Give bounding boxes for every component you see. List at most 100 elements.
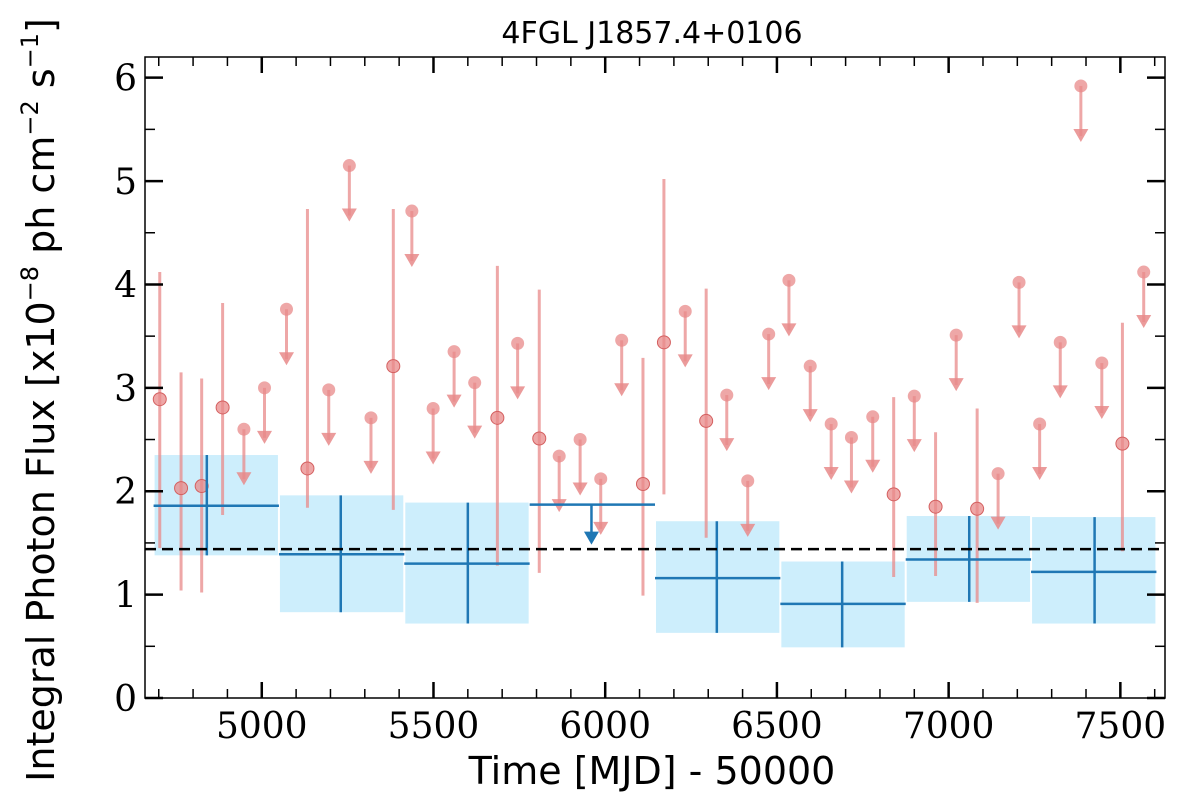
- short-bin-ul-point: [1137, 265, 1151, 279]
- y-axis-label-exp3: −1: [16, 33, 44, 68]
- short-bin-point: [532, 431, 547, 446]
- short-bin-ul-point: [364, 411, 378, 425]
- short-bin-ul-arrow: [1073, 128, 1089, 142]
- short-bin-ul-point: [511, 336, 525, 350]
- x-tick-label: 6500: [731, 706, 823, 747]
- long-bin-bands: [154, 455, 1156, 648]
- short-bin-ul-point: [803, 359, 817, 373]
- y-axis-label-end: s: [19, 68, 63, 100]
- short-bin-ul-point: [907, 389, 921, 403]
- y-tick-label: 1: [114, 576, 137, 617]
- short-bin-ul-arrow: [614, 383, 630, 397]
- short-bin-ul-arrow: [425, 451, 441, 465]
- long-bin-series: [153, 455, 1157, 648]
- x-tick-label: 5000: [216, 706, 308, 747]
- short-bin-ul-arrow: [510, 386, 526, 400]
- x-tick-labels: 5000 5500 6000 6500 7000 7500: [216, 706, 1166, 747]
- short-bin-ul-point: [1033, 417, 1047, 431]
- axis-ticks: [145, 57, 1165, 700]
- y-axis-label-main: Integral Photon Flux [x10: [19, 301, 63, 782]
- short-bin-ul-point: [426, 402, 440, 416]
- short-bin-ul-point: [279, 302, 293, 316]
- short-bin-ul-point: [447, 345, 461, 359]
- short-bin-ul-arrow: [467, 425, 483, 439]
- short-bin-ul-point: [1012, 275, 1026, 289]
- short-bin-point: [886, 487, 901, 502]
- short-bin-point: [699, 413, 714, 428]
- short-bin-ul-point: [573, 433, 587, 447]
- y-tick-label: 5: [114, 162, 137, 203]
- short-bin-point: [928, 499, 943, 514]
- short-bin-ul-point: [405, 204, 419, 218]
- short-bin-ul-point: [258, 381, 272, 395]
- short-bin-point: [215, 400, 230, 415]
- short-bin-ul-point: [720, 388, 734, 402]
- short-bin-ul-point: [552, 449, 566, 463]
- short-bin-ul-arrow: [990, 516, 1006, 530]
- y-axis-label-mid: ph cm: [19, 136, 63, 266]
- plot-frame: [144, 56, 1166, 699]
- short-bin-ul-point: [762, 327, 776, 341]
- x-tick-label: 5500: [388, 706, 480, 747]
- short-bin-ul-point: [678, 304, 692, 318]
- chart-title: 4FGL J1857.4+0106: [501, 16, 802, 51]
- short-bin-ul-arrow: [278, 352, 294, 366]
- short-bin-ul-arrow: [593, 521, 609, 535]
- short-bin-ul-arrow: [677, 354, 693, 368]
- short-bin-ul-point: [468, 376, 482, 390]
- y-tick-label: 0: [114, 679, 137, 720]
- short-bin-ul-point: [322, 383, 336, 397]
- x-tick-label: 6000: [559, 706, 651, 747]
- short-bin-point: [635, 476, 650, 491]
- short-bin-ul-arrow: [802, 409, 818, 423]
- short-bin-ul-arrow: [236, 472, 252, 486]
- short-bin-point: [656, 335, 671, 350]
- y-tick-label: 2: [114, 472, 137, 513]
- short-bin-ul-arrow: [257, 430, 273, 444]
- short-bin-ul-point: [615, 333, 629, 347]
- short-bin-point: [194, 479, 209, 494]
- y-tick-label: 4: [114, 265, 137, 306]
- short-bin-ul-arrow: [572, 482, 588, 496]
- short-bin-ul-point: [237, 422, 251, 436]
- short-bin-ul-point: [824, 417, 838, 431]
- short-bin-ul-arrow: [948, 378, 964, 392]
- short-bin-ul-arrow: [740, 523, 756, 537]
- long-bin-ul-arrow: [583, 531, 599, 545]
- y-tick-label: 3: [114, 369, 137, 410]
- short-bin-ul-arrow: [341, 208, 357, 222]
- short-bin-ul-arrow: [363, 460, 379, 474]
- x-tick-label: 7500: [1075, 706, 1167, 747]
- short-bin-ul-arrow: [719, 438, 735, 452]
- short-bin-ul-point: [342, 159, 356, 173]
- short-bin-ul-point: [866, 410, 880, 424]
- short-bin-ul-point: [741, 474, 755, 488]
- y-tick-label: 6: [114, 59, 137, 100]
- short-bin-ul-point: [1095, 356, 1109, 370]
- short-bin-point: [970, 501, 985, 516]
- short-bin-point: [1115, 436, 1130, 451]
- short-bin-ul-arrow: [1094, 406, 1110, 420]
- x-axis-label: Time [MJD] - 50000: [468, 749, 836, 793]
- short-bin-ul-point: [594, 472, 608, 486]
- short-bin-ul-point: [1053, 335, 1067, 349]
- short-bin-ul-arrow: [1032, 467, 1048, 481]
- short-bin-ul-arrow: [761, 377, 777, 391]
- y-axis-label-exp2: −2: [16, 100, 44, 135]
- short-bin-ul-arrow: [404, 254, 420, 268]
- short-bin-ul-point: [782, 273, 796, 287]
- short-bin-ul-point: [1074, 79, 1088, 93]
- short-bin-series: [152, 79, 1152, 603]
- y-tick-labels: 0 1 2 3 4 5 6: [114, 59, 137, 720]
- short-bin-point: [174, 481, 189, 496]
- x-tick-label: 7000: [903, 706, 995, 747]
- short-bin-ul-point: [949, 328, 963, 342]
- short-bin-ul-arrow: [843, 480, 859, 494]
- short-bin-ul-arrow: [1011, 325, 1027, 339]
- short-bin-ul-point: [844, 430, 858, 444]
- short-bin-point: [386, 359, 401, 374]
- y-axis-label-exp1: −8: [16, 266, 44, 301]
- short-bin-ul-arrow: [906, 439, 922, 453]
- short-bin-ul-arrow: [1052, 385, 1068, 399]
